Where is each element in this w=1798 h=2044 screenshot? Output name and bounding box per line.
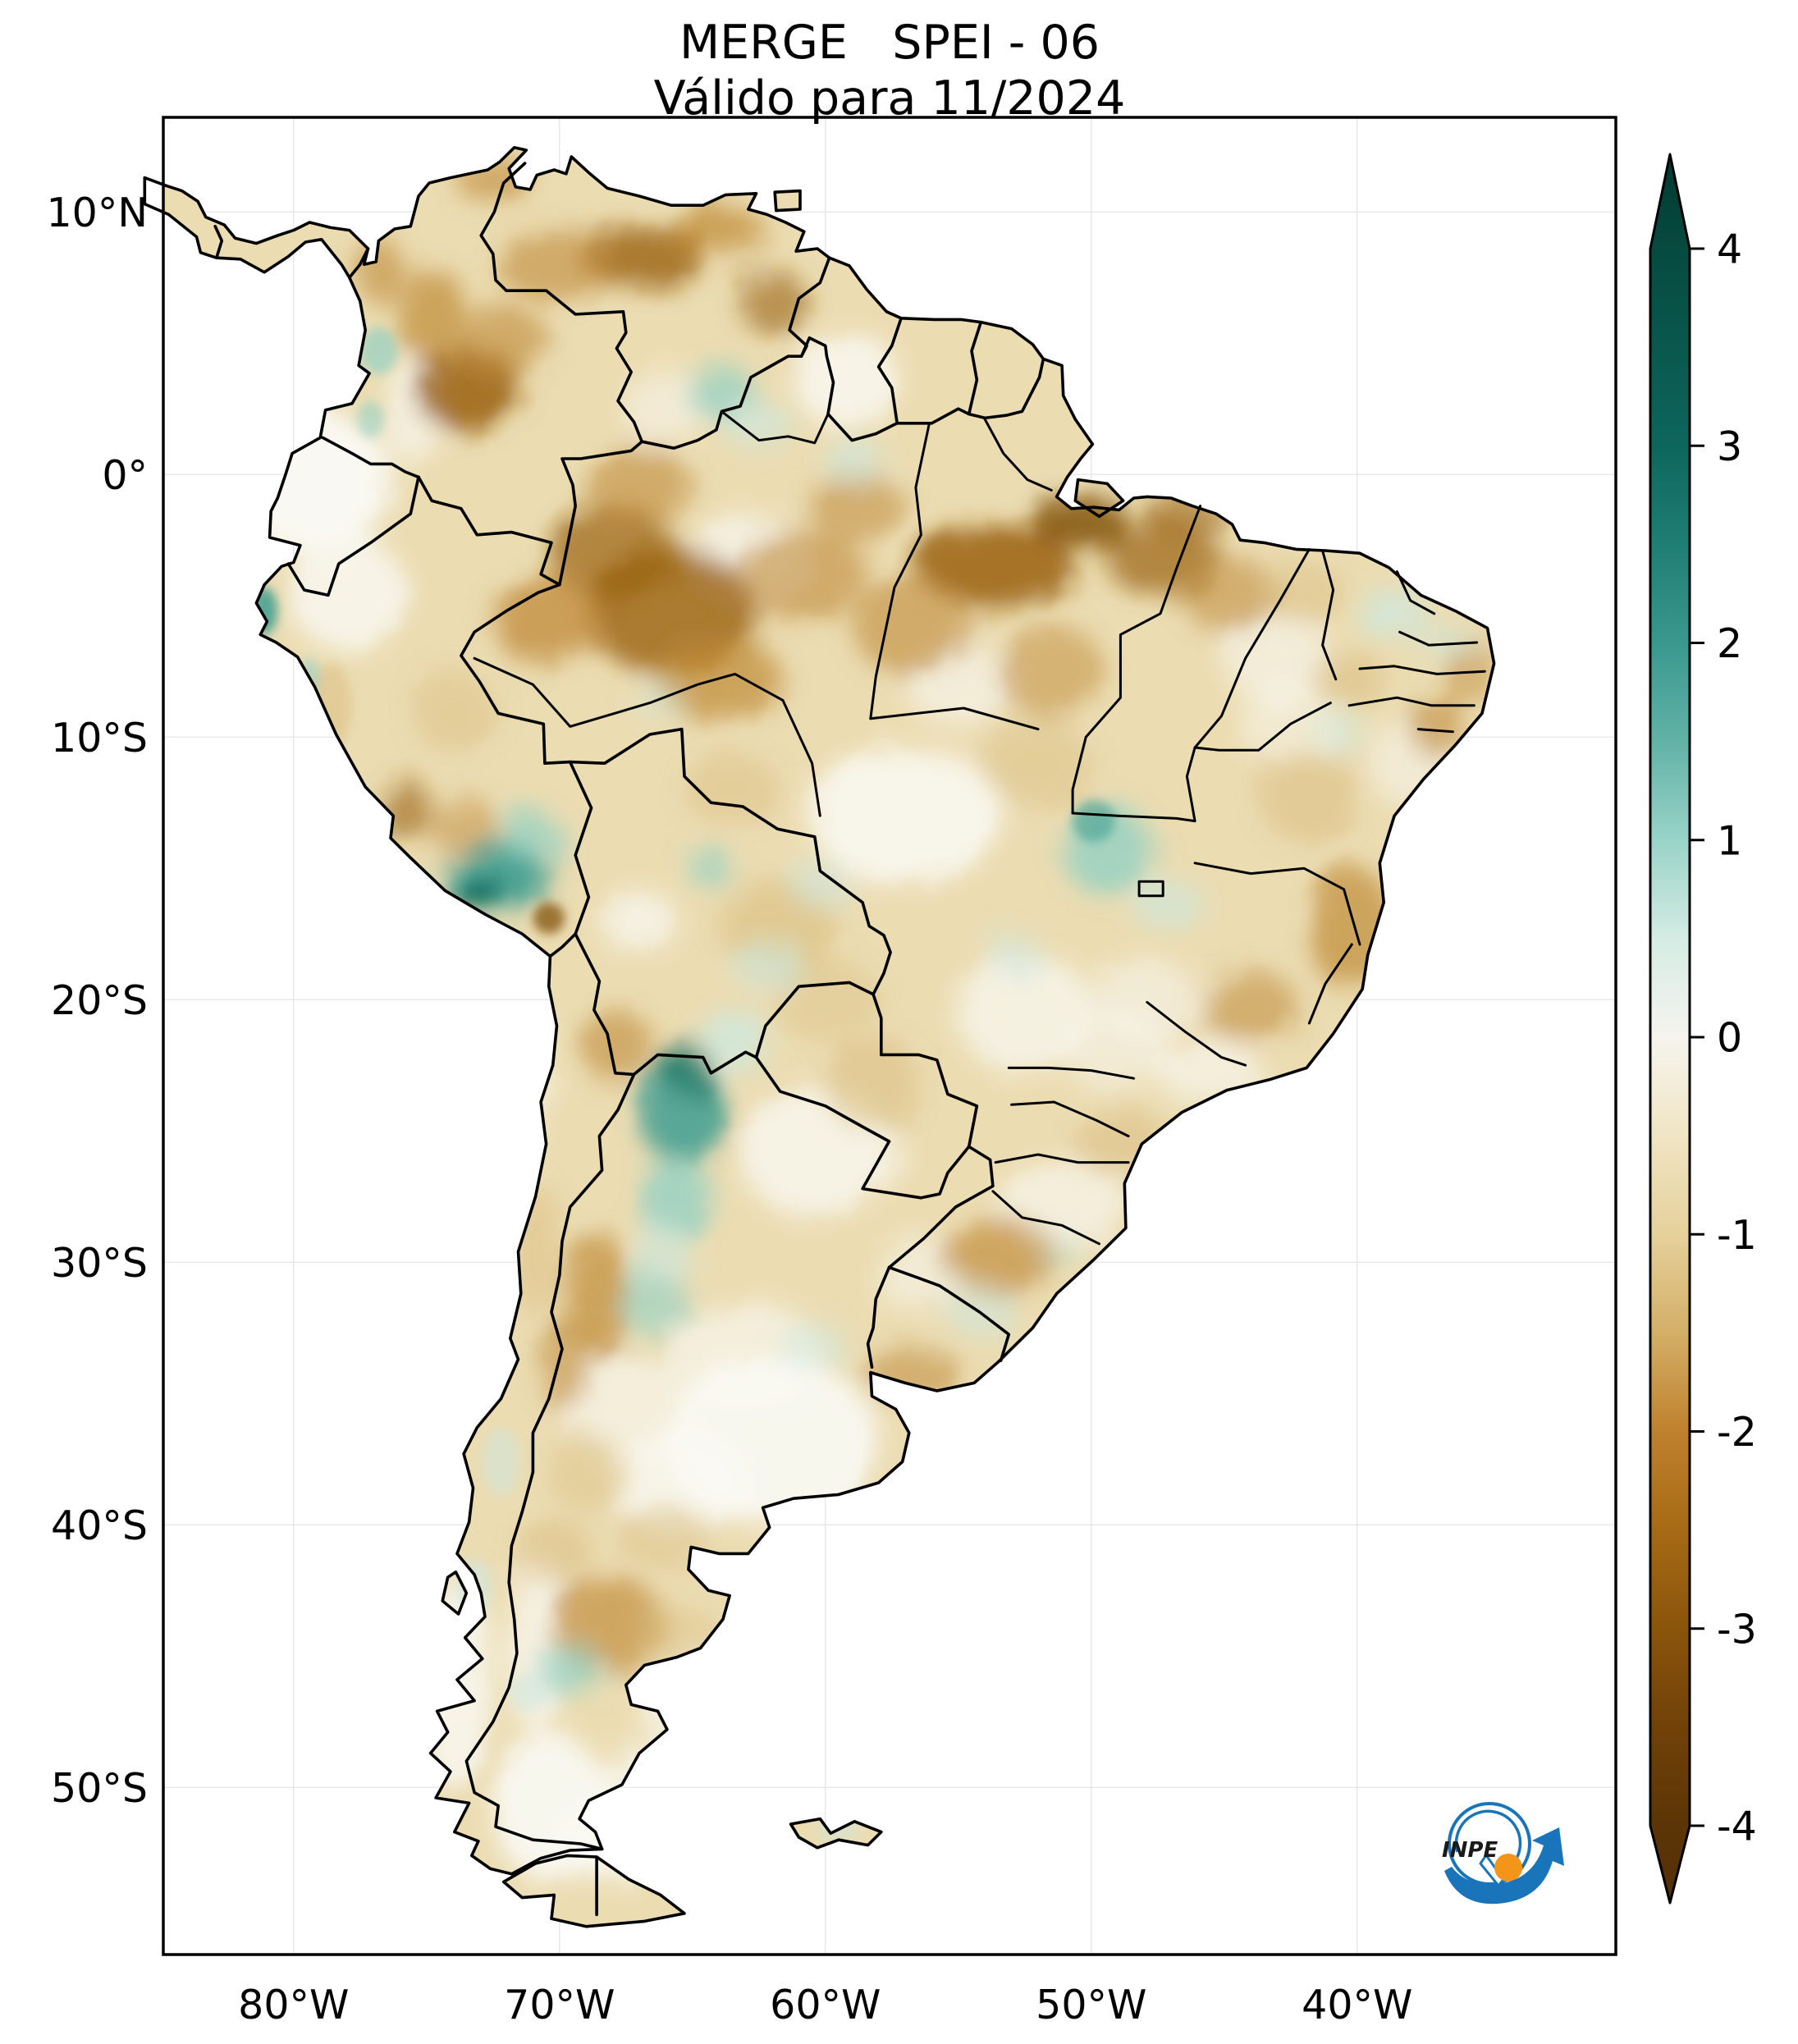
lon-tick-label: 50°W xyxy=(1036,1982,1146,2028)
logo-text: INPE xyxy=(1442,1838,1498,1863)
lon-axis: 80°W 70°W 60°W 50°W 40°W xyxy=(238,1982,1412,2028)
coastline xyxy=(143,146,1496,1928)
colorbar-tick-label: 3 xyxy=(1717,423,1742,470)
lat-tick-label: 40°S xyxy=(51,1502,148,1549)
page-subtitle: Válido para 11/2024 xyxy=(653,71,1126,126)
logo-orange-dot xyxy=(1494,1854,1522,1882)
map-frame xyxy=(162,116,1617,1956)
lon-tick-label: 60°W xyxy=(770,1982,881,2028)
brazil-state-borders xyxy=(473,409,1486,1246)
lon-tick-label: 40°W xyxy=(1302,1982,1412,2028)
page-title: MERGE SPEI - 06 xyxy=(679,16,1100,70)
colorbar-tick-label: -4 xyxy=(1717,1804,1757,1850)
lat-tick-label: 30°S xyxy=(51,1240,148,1287)
colorbar-tick-label: -2 xyxy=(1717,1409,1757,1456)
colorbar-tick-label: 2 xyxy=(1717,620,1742,667)
logo-orbit-circle-icon xyxy=(1448,1802,1531,1886)
colorbar-tick-label: -1 xyxy=(1717,1212,1757,1259)
lat-tick-label: 10°N xyxy=(46,190,148,236)
lon-tick-label: 70°W xyxy=(504,1982,615,2028)
lon-tick-label: 80°W xyxy=(238,1982,349,2028)
inpe-logo: INPE xyxy=(1442,1802,1564,1905)
lat-tick-label: 50°S xyxy=(51,1765,148,1812)
colorbar-tick-label: 1 xyxy=(1717,817,1742,864)
colorbar-tick-label: 4 xyxy=(1717,226,1742,273)
logo-swoosh-arrow-icon xyxy=(1444,1827,1564,1905)
colorbar-tick-label: 0 xyxy=(1717,1015,1742,1062)
colorbar-gradient-bar xyxy=(1649,153,1691,1905)
lat-tick-label: 10°S xyxy=(51,715,148,761)
colorbar-tick-label: -3 xyxy=(1717,1606,1757,1653)
country-borders xyxy=(213,162,1045,1917)
lat-tick-label: 20°S xyxy=(51,977,148,1024)
lat-tick-label: 0° xyxy=(102,452,148,499)
lat-axis: 10°N 0° 10°S 20°S 30°S 40°S 50°S xyxy=(46,190,148,1812)
logo-spiral-icon xyxy=(1454,1809,1522,1868)
colorbar: 4 3 2 1 0 -1 -2 -3 -4 xyxy=(1649,153,1757,1905)
